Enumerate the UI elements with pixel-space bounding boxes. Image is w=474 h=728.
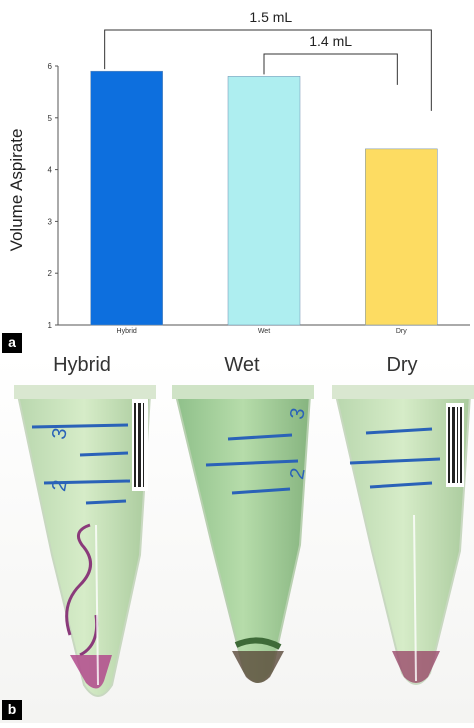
tube-dry (332, 385, 474, 685)
bar-wet (227, 76, 301, 326)
tubes-photo: 3 2 3 2 (0, 355, 474, 723)
bracket-hybrid-dry (104, 29, 432, 111)
scale-stripes-icon (132, 399, 148, 491)
bar-dry (365, 148, 438, 326)
y-tick-label-1: 1 (48, 321, 53, 330)
tube-hybrid: 3 2 (14, 385, 156, 697)
x-tick-label-wet: Wet (258, 328, 270, 335)
tube-hybrid-mark-2: 2 (48, 478, 72, 493)
tube-wet-mark-2: 2 (286, 466, 310, 481)
photo-panel: 3 2 3 2 (0, 355, 474, 723)
bracket-label-wet-dry: 1.4 mL (309, 33, 352, 49)
tube-wet-mark-3: 3 (286, 406, 310, 421)
bar-chart: 1 2 3 4 5 6 Hybrid Wet Dry 1.5 mL 1.4 mL Volume … (7, 9, 470, 335)
photo-title-wet: Wet (224, 354, 260, 376)
x-tick-label-hybrid: Hybrid (117, 328, 137, 335)
y-tick-label-3: 3 (48, 217, 53, 226)
tube-hybrid-mark-3: 3 (48, 426, 72, 441)
y-axis-title: Volume Aspirate (7, 129, 26, 252)
y-tick-label-4: 4 (48, 166, 53, 175)
tube-wet: 3 2 (172, 385, 314, 683)
y-tick-label-6: 6 (48, 62, 53, 71)
photo-title-dry: Dry (386, 354, 418, 376)
y-tick-label-2: 2 (48, 269, 53, 278)
photo-title-hybrid: Hybrid (53, 354, 111, 376)
bar-hybrid (90, 70, 163, 326)
bracket-label-hybrid-dry: 1.5 mL (249, 9, 292, 25)
scale-stripes-icon (446, 403, 464, 487)
bracket-wet-dry (263, 53, 398, 85)
y-tick-label-5: 5 (48, 114, 53, 123)
x-tick-label-dry: Dry (396, 328, 407, 335)
panel-label-b: b (2, 700, 22, 720)
chart-panel: 1 2 3 4 5 6 Hybrid Wet Dry 1.5 mL 1.4 mL Volume … (0, 0, 474, 355)
panel-label-a: a (2, 333, 22, 353)
